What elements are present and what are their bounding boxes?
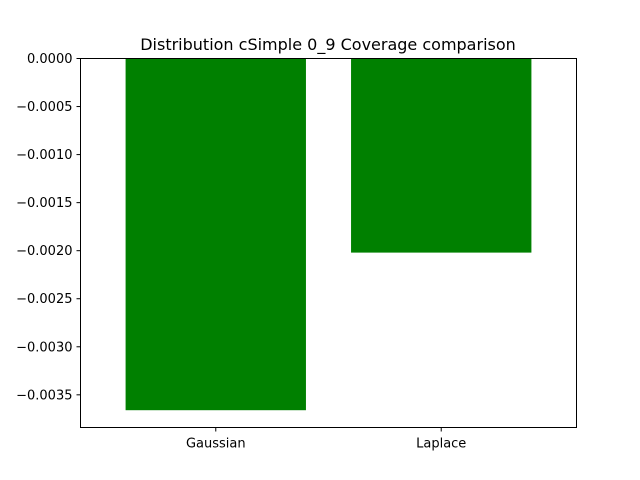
x-tick-label: Laplace bbox=[416, 437, 466, 452]
y-tick-label: −0.0020 bbox=[16, 244, 72, 259]
x-axis: Gaussian Laplace bbox=[186, 427, 466, 452]
plot-frame bbox=[80, 58, 577, 428]
y-tick-label: −0.0035 bbox=[16, 388, 72, 403]
bar-laplace bbox=[351, 58, 532, 253]
bars-group bbox=[125, 58, 532, 411]
y-tick-label: −0.0030 bbox=[16, 340, 72, 355]
chart-title: Distribution cSimple 0_9 Coverage compar… bbox=[140, 35, 516, 55]
y-tick-label: 0.0000 bbox=[27, 52, 73, 67]
y-axis: 0.0000 −0.0005 −0.0010 −0.0015 −0.0020 −0.002… bbox=[16, 52, 81, 403]
y-tick-label: −0.0015 bbox=[16, 196, 72, 211]
y-tick-label: −0.0010 bbox=[16, 148, 72, 163]
y-tick-label: −0.0005 bbox=[16, 100, 72, 115]
bar-gaussian bbox=[125, 58, 306, 411]
x-tick-label: Gaussian bbox=[186, 437, 246, 452]
y-tick-label: −0.0025 bbox=[16, 292, 72, 307]
